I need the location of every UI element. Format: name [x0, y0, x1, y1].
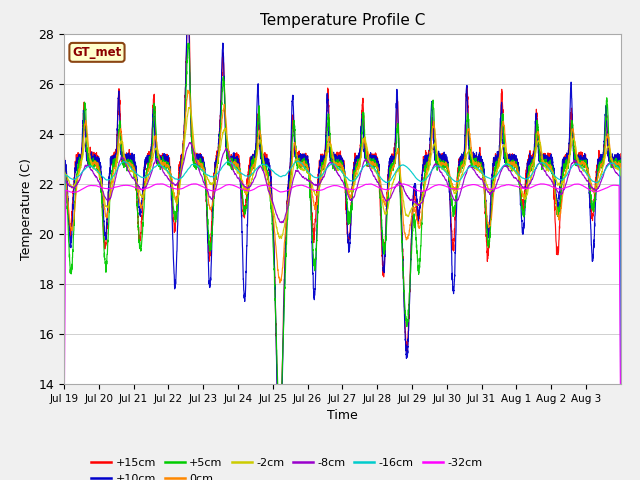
X-axis label: Time: Time [327, 409, 358, 422]
Title: Temperature Profile C: Temperature Profile C [260, 13, 425, 28]
Y-axis label: Temperature (C): Temperature (C) [20, 158, 33, 260]
Text: GT_met: GT_met [72, 46, 122, 59]
Legend: +15cm, +10cm, +5cm, 0cm, -2cm, -8cm, -16cm, -32cm: +15cm, +10cm, +5cm, 0cm, -2cm, -8cm, -16… [91, 458, 483, 480]
